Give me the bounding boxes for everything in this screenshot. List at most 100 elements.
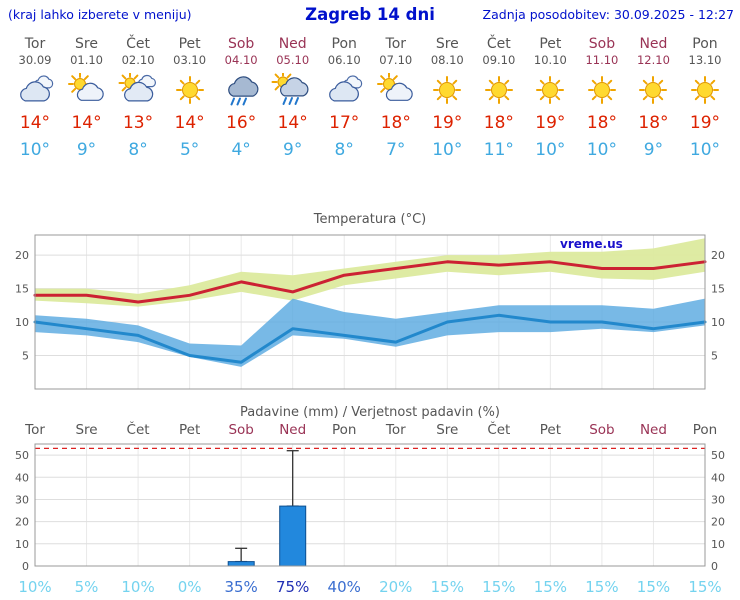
mostly-cloudy-icon xyxy=(110,73,166,111)
low-temperature: 8° xyxy=(128,140,148,160)
high-temperature: 18° xyxy=(638,113,669,133)
sunny-icon xyxy=(677,73,733,111)
high-temperature: 16° xyxy=(226,113,257,133)
precip-day-label: Pon xyxy=(692,422,718,438)
low-temperature: 10° xyxy=(535,140,566,160)
day-date: 03.10 xyxy=(173,53,207,67)
svg-text:30: 30 xyxy=(15,494,29,507)
svg-text:10: 10 xyxy=(15,316,29,329)
precip-probability: 0% xyxy=(177,578,202,596)
day-name: Čet xyxy=(126,36,150,52)
day-date: 09.10 xyxy=(482,53,516,67)
precip-bars xyxy=(227,450,307,567)
min-temp-range xyxy=(35,298,705,367)
svg-text:20: 20 xyxy=(15,516,29,529)
precip-probability: 10% xyxy=(18,578,52,596)
watermark: vreme.us xyxy=(560,237,623,251)
day-name: Pet xyxy=(178,36,201,52)
day-name: Sre xyxy=(435,36,459,52)
min-temp-line xyxy=(33,313,707,364)
forecast-day-column: Pet 03.10 14° 5° xyxy=(162,36,218,160)
high-temperature: 14° xyxy=(19,113,51,133)
low-temperature: 9° xyxy=(643,140,664,160)
day-name: Pet xyxy=(539,36,562,52)
svg-text:40: 40 xyxy=(711,471,725,484)
svg-text:20: 20 xyxy=(711,249,725,262)
low-temperature: 9° xyxy=(283,140,303,160)
svg-text:10: 10 xyxy=(15,538,29,551)
precip-bar xyxy=(279,505,307,567)
day-date: 10.10 xyxy=(533,53,567,67)
precip-probability: 15% xyxy=(688,578,722,596)
high-temperature: 18° xyxy=(483,113,514,133)
day-name: Tor xyxy=(385,36,407,52)
forecast-day-column: Čet 02.10 13° 8° xyxy=(110,36,166,160)
high-temperature: 18° xyxy=(586,113,617,133)
precip-probability: 75% xyxy=(276,578,310,596)
precip-day-label: Pet xyxy=(539,422,562,438)
svg-text:15: 15 xyxy=(15,283,29,296)
high-temperature: 14° xyxy=(71,113,102,133)
high-temperature: 18° xyxy=(380,113,411,133)
forecast-day-column: Čet 09.10 18° 11° xyxy=(471,36,527,160)
precip-probability: 20% xyxy=(379,578,413,596)
precipitation-chart: 0 0 10 10 20 20 30 30 40 40 50 50 xyxy=(15,443,725,573)
temperature-chart-title: Temperatura (°C) xyxy=(313,212,427,227)
low-temperature: 5° xyxy=(179,140,200,160)
low-temperature: 10° xyxy=(19,140,51,160)
high-temperature: 14° xyxy=(174,113,205,133)
day-name: Sre xyxy=(75,36,98,52)
menu-hint: (kraj lahko izberete v meniju) xyxy=(8,7,192,22)
day-date: 13.10 xyxy=(688,53,722,67)
forecast-day-column: Sob 11.10 18° 10° xyxy=(574,36,630,160)
day-name: Tor xyxy=(24,36,46,52)
day-date: 30.09 xyxy=(18,53,52,67)
forecast-day-column: Tor 30.09 14° 10° xyxy=(7,36,63,160)
sunny-icon xyxy=(625,73,681,111)
low-temperature: 10° xyxy=(586,140,617,160)
temperature-chart: 5 5 10 10 15 15 20 20 vreme.us xyxy=(15,234,725,390)
svg-text:50: 50 xyxy=(15,449,29,462)
svg-text:20: 20 xyxy=(15,249,29,262)
high-temperature: 19° xyxy=(432,113,463,133)
precip-probability: 10% xyxy=(121,578,155,596)
sunny-icon xyxy=(419,73,475,111)
day-name: Čet xyxy=(486,36,511,52)
day-date: 12.10 xyxy=(636,53,670,67)
precip-day-label: Sre xyxy=(75,422,98,438)
forecast-day-column: Sre 08.10 19° 10° xyxy=(419,36,475,160)
svg-text:5: 5 xyxy=(22,350,29,363)
forecast-day-column: Tor 07.10 18° 7° xyxy=(368,36,424,160)
forecast-strip: Tor 30.09 14° 10° Sre 01.10 14° 9° Čet 02.10 13° 8°… xyxy=(0,28,740,168)
day-date: 07.10 xyxy=(379,53,413,67)
forecast-day-column: Pet 10.10 19° 10° xyxy=(522,36,578,160)
low-temperature: 4° xyxy=(231,140,251,160)
svg-text:50: 50 xyxy=(711,449,725,462)
forecast-day-column: Ned 05.10 14° 9° xyxy=(265,36,321,160)
cloudy-icon xyxy=(7,73,63,111)
precip-day-label: Čet xyxy=(487,422,511,438)
svg-text:0: 0 xyxy=(711,560,718,573)
precip-day-label: Čet xyxy=(126,422,150,438)
svg-text:15: 15 xyxy=(711,283,725,296)
precip-probability: 15% xyxy=(430,578,464,596)
forecast-day-column: Pon 13.10 19° 10° xyxy=(677,36,733,160)
forecast-day-column: Pon 06.10 17° 8° xyxy=(316,36,372,160)
sunny-icon xyxy=(471,73,527,111)
cloudy-icon xyxy=(316,73,372,111)
low-temperature: 10° xyxy=(432,140,463,160)
day-date: 08.10 xyxy=(430,53,464,67)
low-temperature: 9° xyxy=(76,140,97,160)
day-date: 06.10 xyxy=(327,53,361,67)
precip-probability-row: 10% 5% 10% 0% 35% 75% 40% 20% 15% 15% 15% 15% 15% 15% xyxy=(0,576,740,600)
day-name: Sob xyxy=(588,36,616,52)
low-temperature: 10° xyxy=(689,140,721,160)
day-date: 04.10 xyxy=(224,53,258,67)
precip-probability: 15% xyxy=(585,578,619,596)
day-date: 02.10 xyxy=(121,53,155,67)
svg-text:10: 10 xyxy=(711,538,725,551)
precip-day-label: Sob xyxy=(228,422,254,438)
precip-day-label: Pet xyxy=(178,422,201,438)
svg-text:40: 40 xyxy=(15,471,29,484)
day-name: Ned xyxy=(639,36,668,52)
